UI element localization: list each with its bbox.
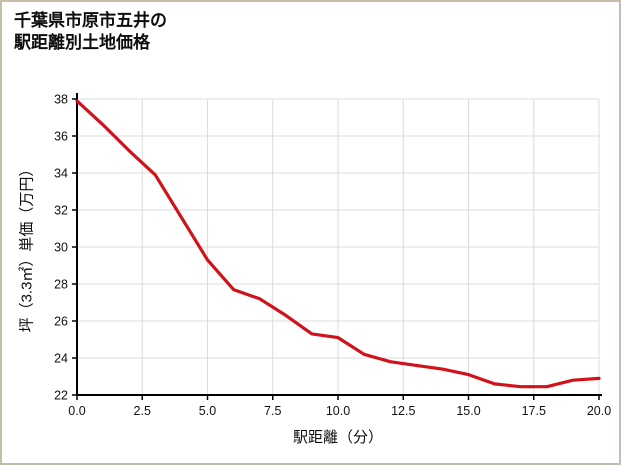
y-axis-label: 坪（3.3㎡）単価（万円）: [18, 161, 36, 333]
y-tick-label: 28: [54, 278, 68, 292]
y-tick-label: 36: [54, 130, 68, 144]
x-tick-label: 5.0: [199, 404, 216, 418]
x-tick-label: 0.0: [68, 404, 85, 418]
y-tick-label: 24: [54, 352, 68, 366]
x-tick-label: 12.5: [391, 404, 415, 418]
y-tick-label: 34: [54, 167, 68, 181]
x-tick-label: 7.5: [264, 404, 281, 418]
y-tick-label: 38: [54, 93, 68, 107]
x-tick-label: 20.0: [587, 404, 611, 418]
x-tick-label: 15.0: [456, 404, 480, 418]
chart-title: 千葉県市原市五井の 駅距離別土地価格: [14, 10, 167, 55]
x-axis-label: 駅距離（分）: [292, 429, 383, 446]
chart-title-line2: 駅距離別土地価格: [14, 33, 150, 53]
y-tick-label: 22: [54, 389, 68, 403]
y-tick-label: 32: [54, 204, 68, 218]
chart-title-line1: 千葉県市原市五井の: [14, 11, 167, 30]
x-tick-label: 17.5: [522, 404, 546, 418]
y-tick-label: 30: [54, 241, 68, 255]
y-tick-label: 26: [54, 315, 68, 329]
x-tick-label: 2.5: [134, 404, 151, 418]
price-line: [75, 99, 601, 389]
x-tick-label: 10.0: [326, 404, 350, 418]
